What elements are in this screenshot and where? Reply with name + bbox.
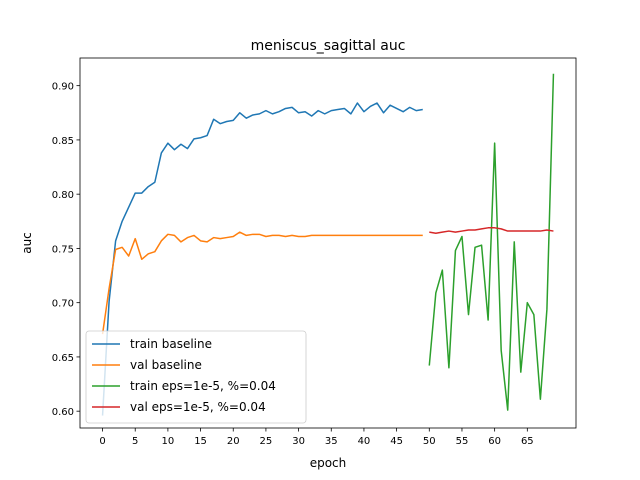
x-axis-label: epoch xyxy=(310,456,347,470)
y-tick-label-1: 0.65 xyxy=(52,353,74,364)
series-line-2 xyxy=(428,73,555,411)
plot-area xyxy=(101,73,555,416)
x-axis: 0 5 10 15 20 25 30 35 40 45 50 55 60 65 xyxy=(99,428,534,447)
x-tick-label-1: 5 xyxy=(132,436,138,447)
x-tick-label-8: 40 xyxy=(358,436,371,447)
y-tick-label-3: 0.75 xyxy=(52,244,74,255)
x-tick-label-12: 60 xyxy=(488,436,501,447)
chart-title: meniscus_sagittal auc xyxy=(251,38,406,54)
y-tick-label-6: 0.90 xyxy=(52,82,74,93)
y-tick-label-0: 0.60 xyxy=(52,407,74,418)
y-tick-label-2: 0.70 xyxy=(52,299,74,310)
y-axis: 0.60 0.65 0.70 0.75 0.80 0.85 0.90 xyxy=(52,82,80,418)
legend-label-2: train eps=1e-5, %=0.04 xyxy=(130,379,276,393)
legend-box xyxy=(85,330,307,424)
y-tick-label-5: 0.85 xyxy=(52,136,74,147)
x-tick-label-5: 25 xyxy=(260,436,273,447)
x-tick-label-2: 10 xyxy=(162,436,175,447)
legend-label-3: val eps=1e-5, %=0.04 xyxy=(130,400,266,414)
legend: train baseline val baseline train eps=1e-5… xyxy=(85,330,307,424)
y-tick-label-4: 0.80 xyxy=(52,190,74,201)
x-tick-label-9: 45 xyxy=(390,436,403,447)
x-tick-label-13: 65 xyxy=(521,436,534,447)
y-axis-label: auc xyxy=(20,232,34,254)
series-line-3 xyxy=(429,227,554,234)
legend-label-0: train baseline xyxy=(130,337,212,351)
series-line-0 xyxy=(101,102,423,416)
axes-frame xyxy=(79,57,577,429)
x-tick-label-10: 50 xyxy=(423,436,436,447)
x-tick-label-0: 0 xyxy=(99,436,105,447)
legend-label-1: val baseline xyxy=(130,358,202,372)
x-tick-label-11: 55 xyxy=(456,436,469,447)
x-tick-label-3: 15 xyxy=(194,436,207,447)
x-tick-label-4: 20 xyxy=(227,436,240,447)
series-line-1 xyxy=(101,231,423,335)
x-tick-label-7: 35 xyxy=(325,436,338,447)
x-tick-label-6: 30 xyxy=(292,436,305,447)
